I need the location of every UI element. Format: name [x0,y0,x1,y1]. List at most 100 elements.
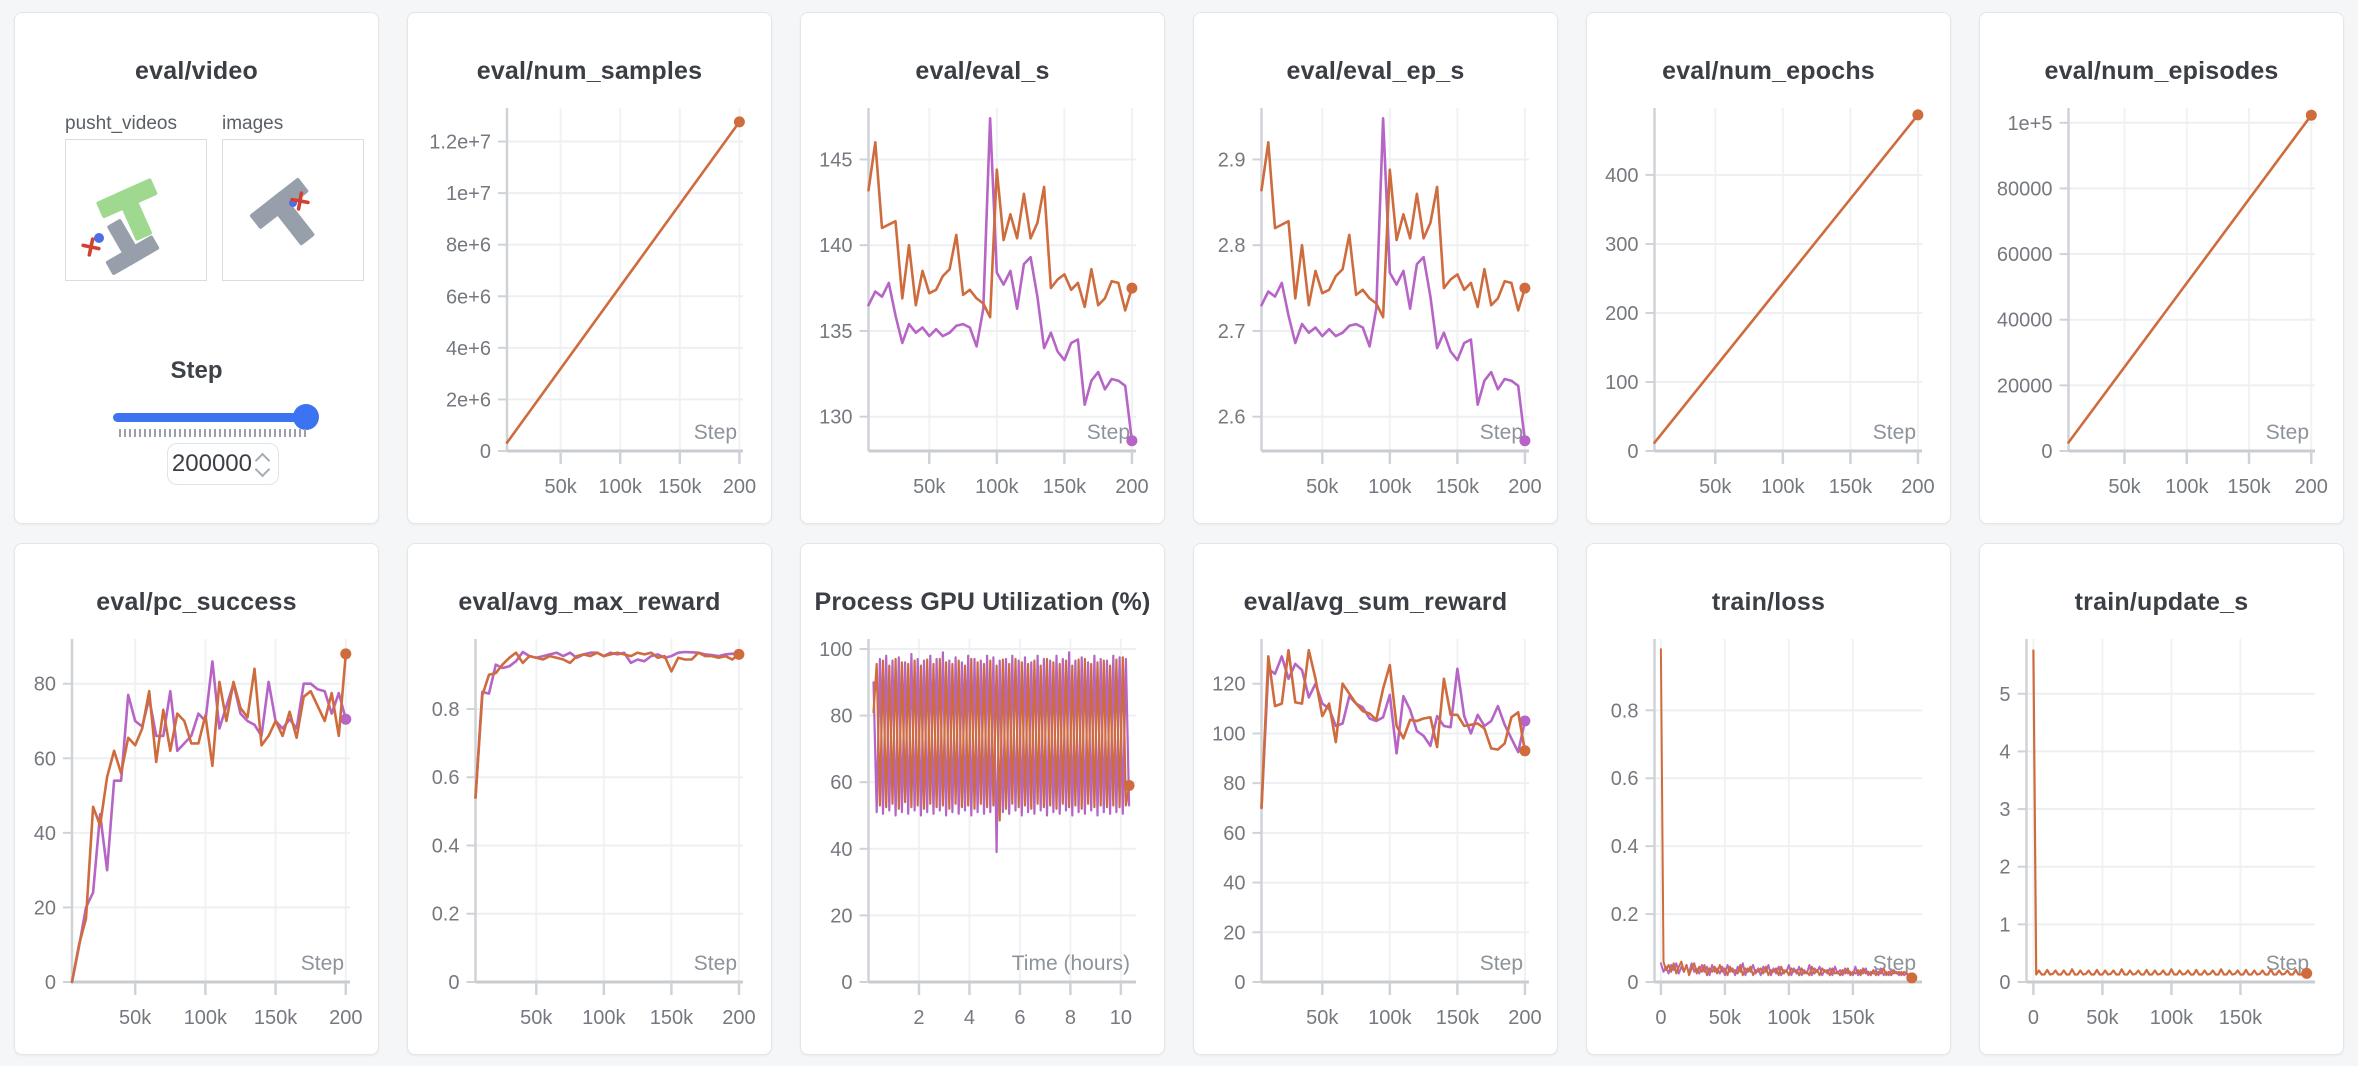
x-tick-label: 6 [1014,1007,1025,1029]
y-tick-label: 0 [841,972,852,994]
x-tick-label: 100k [2150,1007,2194,1029]
video-thumbnail-images[interactable] [222,139,364,281]
x-axis-label: Step [694,421,737,444]
y-tick-label: 60 [34,748,56,770]
series-line-run-orange [70,652,348,984]
y-tick-label: 20 [34,897,56,919]
y-tick-label: 40 [830,839,852,861]
x-tick-label: 200 [723,476,756,498]
target-cross-icon [290,191,310,211]
series-line-run-orange [1659,648,1913,979]
thumb-label-pusht-videos: pusht_videos [65,113,177,134]
line-chart[interactable]: 0 20000 40000 60000 80000 1e+5 50k 100k 150k 200 S… [1980,98,2344,518]
x-tick-label: 100k [582,1007,626,1029]
endpoint-dot-run-orange [340,648,352,660]
y-tick-label: 20000 [1997,375,2053,397]
chart-panel-eval-num-samples: eval/num_samples 0 2e+6 4e+6 6e+6 8e+6 1e+7 1.… [407,12,772,524]
line-chart[interactable]: 0 20 40 60 80 100 2 4 6 8 10 Time (hours) [801,629,1165,1049]
x-tick-label: 0 [2028,1007,2039,1029]
x-tick-label: 200 [1115,476,1148,498]
step-slider-label: Step [170,357,223,384]
x-tick-label: 200 [1901,476,1934,498]
y-tick-label: 100 [1605,372,1638,394]
chart-panel-train-update-s: train/update_s 0 1 2 3 4 5 0 50k 100k 150k Step [1979,543,2344,1055]
y-tick-label: 80 [830,706,852,728]
y-tick-label: 0 [45,972,56,994]
step-slider-track[interactable] [113,413,315,422]
chart-title: eval/num_epochs [1662,57,1875,85]
t-object-green [96,178,158,241]
y-tick-label: 0 [448,972,459,994]
endpoint-dot-run-orange [1519,282,1531,294]
x-axis-label: Step [1873,421,1916,444]
step-value-input[interactable] [168,444,252,484]
chart-panel-eval-pc-success: eval/pc_success 0 20 40 60 80 50k 100k 150k 200 S… [14,543,379,1055]
line-chart[interactable]: 130 135 140 145 50k 100k 150k 200 Step [801,98,1165,518]
y-tick-label: 130 [819,407,852,429]
x-tick-label: 4 [964,1007,975,1029]
x-axis-label: Step [1480,952,1523,975]
line-chart[interactable]: 0 0.2 0.4 0.6 0.8 50k 100k 150k 200 Step [408,629,772,1049]
chart-title: eval/avg_max_reward [458,588,721,616]
y-tick-label: 40 [1223,873,1245,895]
y-tick-label: 8e+6 [446,235,491,257]
x-axis-label: Step [2266,952,2309,975]
x-tick-label: 50k [1306,1007,1339,1029]
chart-title: eval/eval_s [915,57,1050,85]
y-tick-label: 1 [1999,914,2010,936]
line-chart[interactable]: 0 2e+6 4e+6 6e+6 8e+6 1e+7 1.2e+7 50k 100k 150k 20… [408,98,772,518]
x-tick-label: 50k [2108,476,2141,498]
chart-panel-eval-avg-sum-reward: eval/avg_sum_reward 0 20 40 60 80 100 120 50k 10… [1193,543,1558,1055]
y-tick-label: 2e+6 [446,389,491,411]
x-tick-label: 150k [2227,476,2271,498]
series-line-run-orange [2067,113,2313,444]
series-line-run-orange [867,140,1134,319]
chart-panel-process-gpu-utilization: Process GPU Utilization (%) 0 20 40 60 80 100… [800,543,1165,1055]
x-axis-label: Step [1480,421,1523,444]
y-tick-label: 0.8 [432,699,460,721]
x-tick-label: 150k [1831,1007,1875,1029]
line-chart[interactable]: 0 100 200 300 400 50k 100k 150k 200 Step [1587,98,1951,518]
x-tick-label: 0 [1655,1007,1666,1029]
chart-panel-eval-avg-max-reward: eval/avg_max_reward 0 0.2 0.4 0.6 0.8 50k 100k… [407,543,772,1055]
chart-title: eval/num_episodes [2044,57,2279,85]
x-tick-label: 100k [1368,476,1412,498]
step-slider-handle[interactable] [293,404,319,430]
series-line-run-orange [872,656,1131,822]
chevron-down-icon[interactable] [254,461,271,478]
y-tick-label: 1e+7 [446,183,491,205]
y-tick-label: 400 [1605,165,1638,187]
series-line-run-orange [1260,648,1527,810]
y-tick-label: 120 [1212,674,1245,696]
y-tick-label: 6e+6 [446,286,491,308]
x-tick-label: 150k [1829,476,1873,498]
x-tick-label: 200 [1508,1007,1541,1029]
y-tick-label: 4e+6 [446,338,491,360]
y-tick-label: 0.2 [432,904,460,926]
thumb-label-images: images [222,113,284,134]
x-tick-label: 150k [254,1007,298,1029]
y-tick-label: 2.7 [1218,321,1246,343]
line-chart[interactable]: 0 20 40 60 80 100 120 50k 100k 150k 200 Step [1194,629,1558,1049]
x-tick-label: 150k [1436,476,1480,498]
t-object-gray [105,219,160,275]
line-chart[interactable]: 2.6 2.7 2.8 2.9 50k 100k 150k 200 Step [1194,98,1558,518]
line-chart[interactable]: 0 20 40 60 80 50k 100k 150k 200 Step [15,629,379,1049]
chart-panel-eval-num-epochs: eval/num_epochs 0 100 200 300 400 50k 100k 150k… [1586,12,1951,524]
endpoint-dot-run-purple [340,713,352,725]
series-line-run-purple [474,650,741,799]
x-tick-label: 10 [1110,1007,1132,1029]
x-tick-label: 100k [599,476,643,498]
x-tick-label: 50k [1709,1007,1742,1029]
video-thumbnail-pusht[interactable] [65,139,207,281]
y-tick-label: 0 [1627,441,1638,463]
x-tick-label: 50k [1699,476,1732,498]
endpoint-dot-run-orange [733,116,745,128]
line-chart[interactable]: 0 1 2 3 4 5 0 50k 100k 150k Step [1980,629,2344,1049]
x-tick-label: 150k [658,476,702,498]
y-tick-label: 60 [830,772,852,794]
y-tick-label: 0.4 [1611,836,1639,858]
series-line-run-orange [505,120,741,445]
